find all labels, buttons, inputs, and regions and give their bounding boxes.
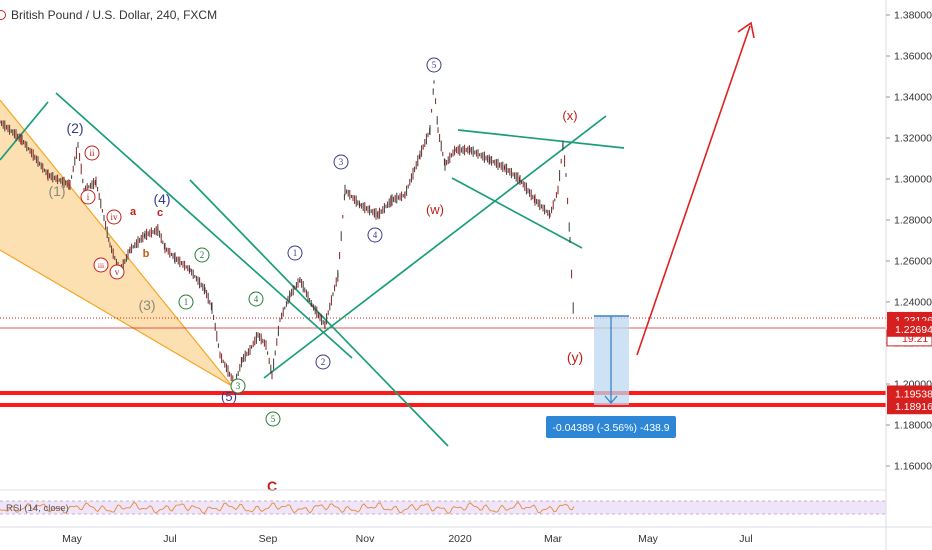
trendline-rising [263,115,607,379]
time-tick-label: Sep [259,533,278,545]
rsi-label: RSI (14, close) [6,503,69,514]
projection-arrow-shaft [636,25,751,356]
time-tick-label: May [638,533,659,545]
price-badge-label: 1.22694 [895,324,932,336]
wave-label-circle [106,209,122,225]
wave-label-circled: 2 [321,357,326,367]
wave-label: (2) [66,120,83,136]
wave-label-circled: 3 [339,157,344,167]
time-axis[interactable]: May Jul Sep Nov 2020 Mar May Jul [62,533,753,545]
time-tick-label: 2020 [448,533,472,545]
wave-label-circled: 5 [271,414,276,424]
price-tick-label: 1.16000 [894,461,932,473]
rsi-band [0,501,886,514]
wave-label-circle [426,57,442,73]
wave-label: C [267,478,277,494]
trendline-falling [451,177,583,249]
wave-label-circle [333,154,349,170]
wave-label-circle [84,145,100,161]
price-tick-label: 1.26000 [894,256,932,268]
wave-label-circled: 4 [373,230,378,240]
price-tick-label: 1.18000 [894,420,932,432]
price-tick-label: 1.30000 [894,174,932,186]
wave-label-circled: 5 [432,60,437,70]
trendline-flat [457,129,625,149]
wave-label: (w) [426,202,444,217]
wave-label-circle [315,354,331,370]
wave-label-circle [367,227,383,243]
wave-label-circle [230,378,246,394]
price-badge [887,385,932,402]
wave-label-circled: iv [110,212,118,222]
trendline-short-left [0,101,49,161]
symbol-status-icon [0,10,6,20]
wave-label-circled: i [87,192,90,202]
wave-label-circled: 1 [184,297,189,307]
wave-label-circle [109,264,125,280]
time-tick-label: Mar [544,533,563,545]
price-tick-label: 1.28000 [894,215,932,227]
wave-label-circle [287,245,303,261]
wave-label: (y) [567,349,583,365]
time-tick-label: May [62,533,83,545]
measure-label: -0.04389 (-3.56%) -438.9 [552,422,669,434]
fib-fan-edge-upper [0,99,233,387]
price-tick-label: 1.24000 [894,297,932,309]
wave-label-circled: 3 [236,381,241,391]
price-badge-label: 1.18916 [895,401,932,413]
wave-label: a [130,206,137,218]
wave-label-circle [178,294,194,310]
trendline-channel-upper [55,92,353,359]
time-tick-label: Nov [356,533,375,545]
price-badge [887,320,932,337]
wave-label: (3) [138,297,155,313]
wave-label: b [143,248,150,260]
wave-label-circled: 1 [293,248,298,258]
wave-label-circle [248,291,264,307]
wave-label: (4) [153,191,170,207]
measure-label-box [546,416,676,438]
measure-arrow-head [604,395,618,404]
price-tick-label: 1.34000 [894,92,932,104]
price-tick-label: 1.32000 [894,133,932,145]
wave-label-circled: 2 [200,250,205,260]
wave-label-circle [265,411,281,427]
wave-label-circled: v [115,267,120,277]
fib-fan-edge-lower [0,249,233,387]
price-tick-label: 1.36000 [894,51,932,63]
price-badge [887,398,932,415]
wave-label: (x) [562,108,577,123]
chart-title-text: British Pound / U.S. Dollar, 240, FXCM [11,8,218,22]
rsi-series [0,501,575,515]
wave-label: c [157,207,163,219]
wave-label-circled: 4 [254,294,259,304]
price-tick-label: 1.38000 [894,10,932,22]
wave-label: (5) [221,389,237,404]
time-tick-label: Jul [163,533,176,545]
wave-label-circle [80,189,96,205]
chart-title: British Pound / U.S. Dollar, 240, FXCM [0,8,218,22]
wave-label-circle [194,247,210,263]
wave-label: (1) [48,183,65,199]
wave-label-circle [93,257,109,273]
time-tick-label: Jul [739,533,752,545]
projection-arrow-head [737,21,755,39]
wave-label-circled: iii [98,261,104,270]
wave-label-circled: ii [89,148,95,158]
trendline-channel-lower [189,179,449,447]
rsi-line [0,501,575,515]
price-badge-label: 1.19538 [895,388,932,400]
